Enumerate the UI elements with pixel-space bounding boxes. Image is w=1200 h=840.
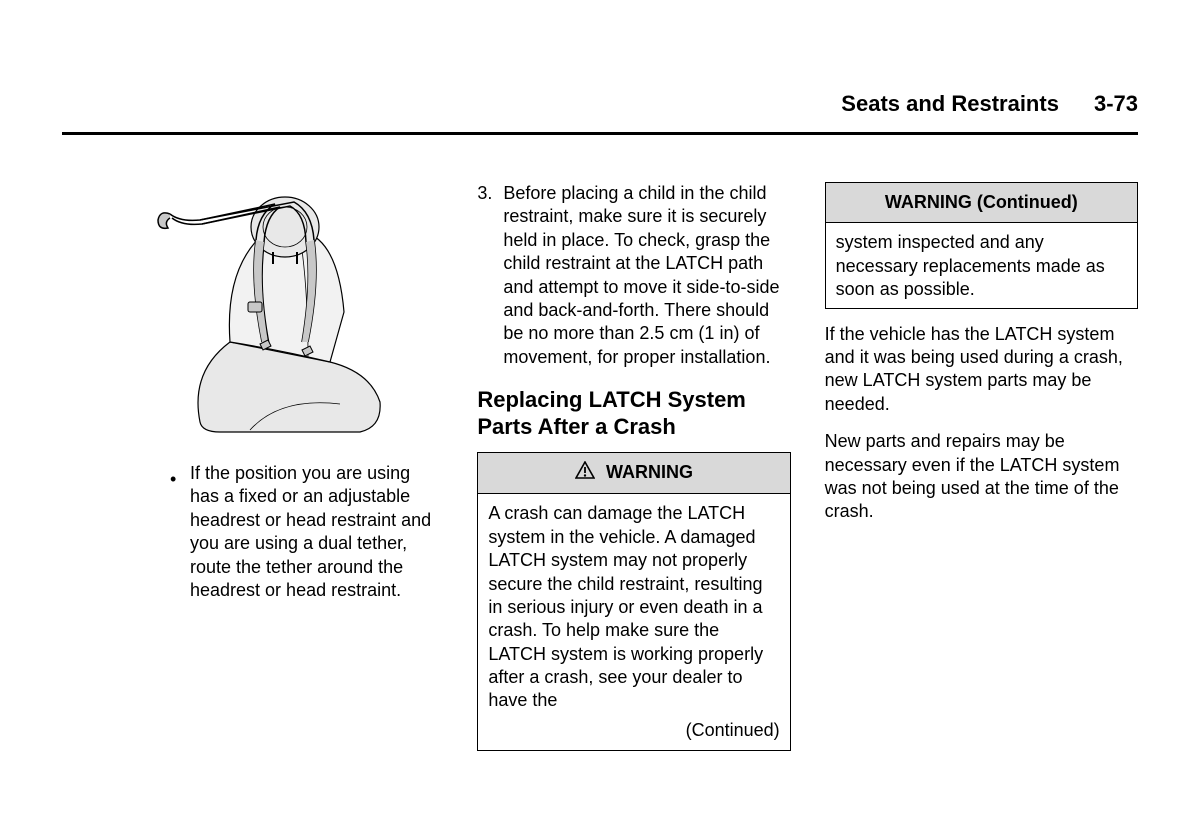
bullet-marker: • <box>170 462 190 602</box>
warning-triangle-icon <box>575 461 595 485</box>
column-3: WARNING (Continued) system inspected and… <box>825 182 1138 800</box>
section-heading: Replacing LATCH System Parts After a Cra… <box>477 387 790 440</box>
step-text: Before placing a child in the child rest… <box>503 182 790 369</box>
warning-header: WARNING <box>478 453 789 494</box>
page-number: 3-73 <box>1094 90 1138 119</box>
column-1: • If the position you are using has a fi… <box>130 182 443 800</box>
column-2: 3. Before placing a child in the child r… <box>477 182 790 800</box>
bullet-text: If the position you are using has a fixe… <box>190 462 443 602</box>
warning-label: WARNING <box>606 462 693 482</box>
section-title: Seats and Restraints <box>841 90 1059 119</box>
warning-continued-marker: (Continued) <box>478 719 789 750</box>
manual-page: Seats and Restraints 3-73 <box>0 0 1200 840</box>
bullet-item: • If the position you are using has a fi… <box>170 462 443 602</box>
warning-box-continued: WARNING (Continued) system inspected and… <box>825 182 1138 309</box>
step-number: 3. <box>477 182 503 369</box>
warning-body: A crash can damage the LATCH system in t… <box>478 494 789 719</box>
paragraph-2: New parts and repairs may be necessary e… <box>825 430 1138 524</box>
header-rule <box>62 132 1138 135</box>
seat-tether-illustration <box>130 192 410 442</box>
warning-body-continued: system inspected and any necessary repla… <box>826 223 1137 307</box>
page-header: Seats and Restraints 3-73 <box>841 90 1138 119</box>
warning-header-continued: WARNING (Continued) <box>826 183 1137 223</box>
content-columns: • If the position you are using has a fi… <box>130 182 1138 800</box>
step-3: 3. Before placing a child in the child r… <box>477 182 790 369</box>
warning-label-continued: WARNING (Continued) <box>885 192 1078 212</box>
paragraph-1: If the vehicle has the LATCH system and … <box>825 323 1138 417</box>
warning-box: WARNING A crash can damage the LATCH sys… <box>477 452 790 751</box>
